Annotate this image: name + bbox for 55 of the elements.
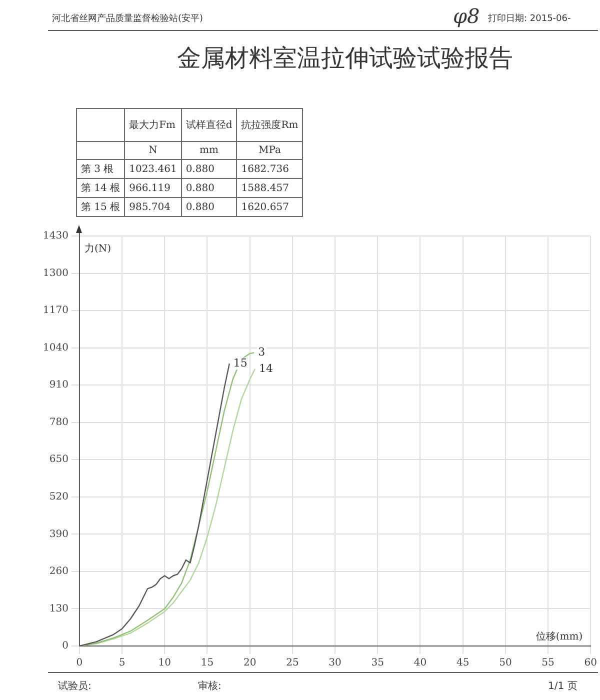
y-tick-label: 260 bbox=[49, 566, 68, 578]
text: 抗拉强度Rm bbox=[236, 108, 303, 142]
text: mm bbox=[181, 142, 237, 160]
text: 1620.657 bbox=[236, 198, 303, 216]
y-tick-label: 1170 bbox=[42, 305, 68, 316]
x-tick-label: 15 bbox=[200, 658, 214, 669]
text: 1588.457 bbox=[236, 178, 303, 198]
x-tick-label: 60 bbox=[584, 658, 598, 669]
y-tick-label: 0 bbox=[62, 640, 68, 652]
text: 试验员: bbox=[58, 680, 92, 693]
text: 0.880 bbox=[181, 198, 237, 216]
y-tick-label: 1430 bbox=[42, 230, 68, 242]
y-axis-title: 力(N) bbox=[84, 242, 112, 255]
y-tick-label: 1300 bbox=[42, 268, 68, 279]
y-tick-label: 1040 bbox=[42, 342, 68, 354]
text: 打印日期: 2015-06- bbox=[488, 12, 571, 25]
series-label: 15 bbox=[233, 356, 248, 370]
x-tick-label: 30 bbox=[328, 658, 342, 669]
text: N bbox=[124, 142, 182, 160]
x-tick-label: 10 bbox=[158, 658, 172, 669]
x-tick-label: 50 bbox=[499, 658, 512, 669]
series-label: 14 bbox=[258, 362, 273, 375]
text: 1/1 页 bbox=[548, 680, 578, 693]
y-tick-label: 390 bbox=[49, 528, 68, 540]
text: 最大力Fm bbox=[124, 108, 182, 142]
x-tick-label: 35 bbox=[371, 658, 384, 669]
text: 0.880 bbox=[181, 160, 237, 178]
text: 0.880 bbox=[181, 178, 237, 198]
y-tick-label: 910 bbox=[49, 380, 68, 391]
chart-title: 金属材料室温拉伸试验试验报告 bbox=[176, 43, 514, 74]
text: 第 15 根 bbox=[76, 198, 125, 216]
y-tick-label: 650 bbox=[49, 454, 68, 466]
x-tick-label: 25 bbox=[286, 658, 299, 669]
text: 1682.736 bbox=[236, 160, 303, 178]
text: 966.119 bbox=[124, 178, 182, 198]
text: 1023.461 bbox=[124, 160, 182, 178]
x-tick-label: 55 bbox=[542, 658, 554, 669]
text: 试样直径d bbox=[181, 108, 237, 142]
y-tick-label: 520 bbox=[49, 492, 68, 503]
text: 985.704 bbox=[124, 198, 182, 216]
text: 第 3 根 bbox=[76, 160, 125, 178]
text: 河北省丝网产品质量监督检验站(安平) bbox=[52, 12, 204, 25]
x-tick-label: 40 bbox=[414, 658, 427, 669]
y-tick-label: 780 bbox=[49, 416, 68, 428]
x-tick-label: 5 bbox=[118, 658, 126, 669]
x-tick-label: 0 bbox=[76, 658, 83, 669]
text: φ8 bbox=[453, 4, 480, 28]
y-tick-label: 130 bbox=[49, 603, 68, 614]
text: 审核: bbox=[198, 680, 222, 693]
text: MPa bbox=[236, 142, 303, 160]
text: 第 14 根 bbox=[76, 178, 125, 198]
x-tick-label: 45 bbox=[456, 658, 470, 669]
x-axis-title: 位移(mm) bbox=[536, 630, 583, 643]
series-label: 3 bbox=[258, 346, 266, 359]
x-tick-label: 20 bbox=[243, 658, 256, 669]
